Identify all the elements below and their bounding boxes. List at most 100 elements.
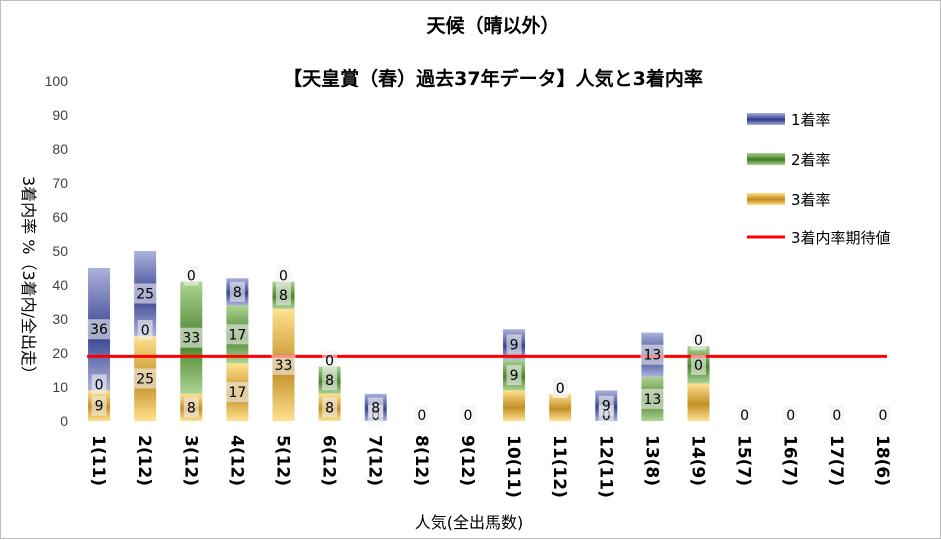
data-label: 17 (228, 327, 246, 343)
data-label-bg (225, 324, 250, 345)
data-label: 9 (95, 399, 104, 415)
y-tick-label: 50 (52, 243, 68, 259)
data-label: 9 (510, 368, 519, 384)
data-label-bg (640, 388, 665, 409)
y-tick-label: 100 (45, 73, 69, 89)
y-tick-label: 90 (52, 107, 68, 123)
data-label: 0 (694, 333, 703, 349)
data-label-bg (783, 405, 799, 425)
data-label-bg (183, 397, 199, 418)
data-label-bg (133, 368, 158, 389)
data-label: 0 (187, 269, 196, 285)
legend-item: 2着率 (747, 151, 831, 169)
data-label: 0 (556, 381, 565, 397)
x-tick-label: 18(6) (872, 435, 892, 486)
data-label: 0 (878, 408, 887, 424)
x-tick-label: 4(12) (226, 435, 246, 486)
data-label-bg (322, 397, 338, 418)
data-label: 8 (371, 400, 380, 416)
x-tick-label: 13(8) (641, 435, 661, 486)
data-label: 0 (602, 408, 611, 424)
data-label: 9 (510, 338, 519, 354)
chart-subtitle: 【天皇賞（春）過去37年データ】人気と3着内率 (283, 67, 703, 90)
data-label: 25 (136, 287, 154, 303)
data-label-bg (460, 405, 476, 425)
x-tick-label: 1(11) (88, 435, 108, 486)
data-label-bg (276, 285, 291, 306)
chart-title: 天候（晴以外） (426, 14, 559, 37)
x-tick-label: 8(12) (411, 435, 431, 486)
legend-swatch (747, 113, 785, 125)
data-label: 8 (325, 400, 334, 416)
y-tick-label: 20 (52, 345, 68, 361)
data-label: 0 (95, 377, 104, 393)
data-label-bg (87, 319, 112, 340)
legend-swatch (747, 193, 785, 205)
y-tick-label: 80 (52, 141, 68, 157)
x-tick-label: 11(12) (549, 435, 569, 498)
x-axis-label: 人気(全出馬数) (415, 513, 524, 532)
bar-segment (503, 390, 526, 421)
data-label-bg (691, 354, 706, 375)
data-label: 0 (417, 408, 426, 424)
data-label-bg (229, 281, 245, 302)
data-label: 0 (740, 408, 749, 424)
data-label: 0 (279, 269, 288, 285)
legend-swatch (747, 153, 785, 165)
data-label: 0 (141, 323, 150, 339)
data-label: 13 (643, 392, 661, 408)
x-tick-label: 14(9) (688, 435, 708, 486)
data-label: 0 (694, 358, 703, 374)
x-tick-label: 5(12) (273, 435, 293, 486)
data-label-bg (276, 265, 291, 286)
data-label-bg (91, 374, 107, 395)
data-label: 8 (279, 288, 288, 304)
y-tick-label: 0 (60, 413, 68, 429)
data-label-bg (183, 265, 199, 286)
data-label: 8 (187, 400, 196, 416)
x-tick-label: 6(12) (319, 435, 339, 486)
data-label-bg (179, 327, 204, 348)
legend: 1着率 2着率 3着率 3着内率期待値 (747, 111, 891, 247)
data-label: 0 (786, 408, 795, 424)
x-tick-label: 16(7) (780, 435, 800, 486)
data-label: 9 (602, 399, 611, 415)
y-tick-label: 30 (52, 311, 68, 327)
y-tick-label: 60 (52, 209, 68, 225)
y-axis-ticks: 0 10 20 30 40 50 60 70 80 90 100 (45, 73, 69, 429)
data-label-bg (225, 382, 250, 403)
data-label-bg (368, 397, 384, 418)
data-label-bg (640, 344, 665, 365)
data-label-bg (322, 370, 338, 391)
data-label-bg (133, 283, 158, 304)
x-axis-ticks: 1(11) 2(12) 3(12) 4(12) 5(12) 6(12) 7(12) 8(12)… (88, 435, 892, 498)
data-label-bg (691, 330, 706, 351)
data-label-bg (552, 377, 568, 398)
x-tick-label: 12(11) (595, 435, 615, 498)
data-label: 0 (463, 408, 472, 424)
x-tick-label: 7(12) (365, 435, 385, 486)
data-label: 17 (228, 385, 246, 401)
bar-segment (549, 393, 572, 421)
legend-label: 3着率 (791, 191, 831, 209)
legend-label: 2着率 (791, 151, 831, 169)
legend-label: 3着内率期待値 (791, 229, 891, 247)
y-axis-label: 3着内率 %（3着内/全出走） (19, 176, 38, 382)
data-label-bg (737, 405, 753, 425)
data-label: 33 (275, 358, 293, 374)
legend-item: 3着率 (747, 191, 831, 209)
x-tick-label: 3(12) (180, 435, 200, 486)
x-tick-label: 10(11) (503, 435, 523, 498)
data-label: 0 (325, 354, 334, 370)
data-label-bg (322, 350, 338, 371)
data-label: 0 (832, 408, 841, 424)
data-label: 8 (233, 285, 242, 301)
y-tick-label: 40 (52, 277, 68, 293)
data-label: 33 (182, 331, 200, 347)
data-label-bg (271, 354, 296, 375)
data-label-bg (506, 334, 522, 355)
data-label-bg (91, 395, 107, 416)
legend-item: 3着内率期待値 (747, 229, 891, 247)
y-tick-label: 10 (52, 379, 68, 395)
